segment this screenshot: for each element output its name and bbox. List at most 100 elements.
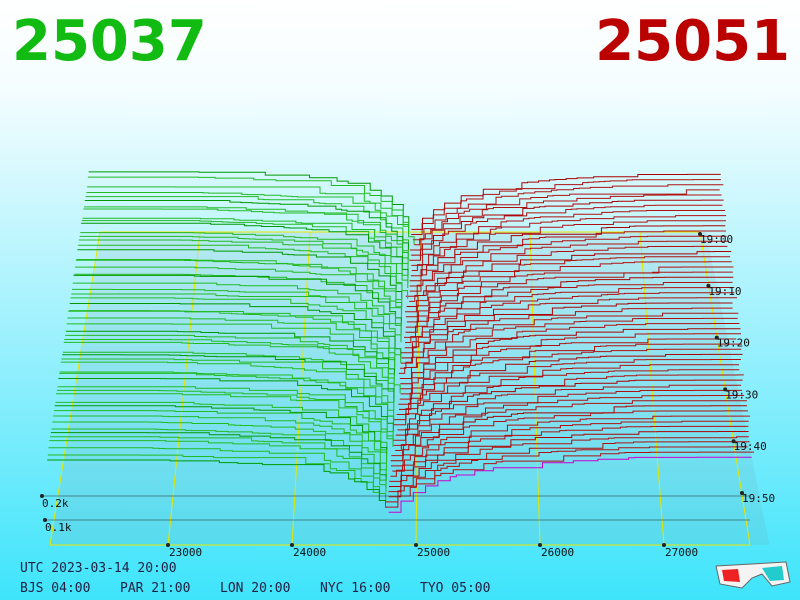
- ask-depth-line: [400, 307, 733, 364]
- depth-label: 0.1k: [45, 521, 72, 534]
- ask-depth-line: [385, 446, 748, 503]
- ask-depth-line: [411, 210, 725, 266]
- ask-depth-line: [405, 240, 730, 297]
- floor-grid-line: [167, 231, 201, 546]
- ask-depth-line: [410, 220, 726, 277]
- bid-depth-line: [47, 459, 386, 508]
- bid-depth-line: [78, 244, 409, 299]
- bid-depth-line: [78, 239, 403, 291]
- ask-depth-line: [396, 359, 741, 415]
- price-label: 24000: [293, 546, 326, 559]
- bid-depth-line: [84, 200, 409, 251]
- ask-depth-line: [409, 245, 728, 302]
- bid-depth-line: [52, 421, 387, 471]
- bid-depth-line: [81, 222, 409, 278]
- bid-depth-line: [55, 401, 388, 450]
- time-tick: [740, 491, 744, 495]
- bid-depth-line: [83, 208, 409, 261]
- bid-depth-line: [51, 428, 387, 478]
- ask-depth-line: [409, 230, 726, 287]
- bid-depth-line: [67, 317, 396, 368]
- ask-depth-line: [395, 379, 743, 436]
- ask-depth-line: [400, 338, 737, 395]
- ask-depth-line: [404, 292, 735, 349]
- 3d-glasses-icon[interactable]: [715, 561, 791, 589]
- bid-depth-line: [56, 389, 394, 445]
- ask-depth-line: [411, 199, 724, 256]
- price-label: 27000: [665, 546, 698, 559]
- time-tick: [698, 232, 702, 236]
- bid-depth-line: [47, 454, 380, 499]
- price-tick: [166, 543, 170, 547]
- bid-depth-line: [72, 288, 402, 337]
- ask-depth-line: [411, 215, 727, 271]
- time-label: 19:10: [708, 285, 741, 298]
- bid-depth-line: [50, 436, 387, 488]
- bid-depth-line: [87, 176, 410, 231]
- bid-depth-line: [61, 358, 395, 411]
- time-label: 19:50: [742, 492, 775, 505]
- axis-labels: 23000 24000 25000 26000 27000 19:00 19:10 19:20…: [40, 232, 775, 559]
- zone-time: TYO 05:00: [420, 581, 490, 596]
- ask-depth-line: [405, 256, 731, 313]
- price-tick: [290, 543, 294, 547]
- bid-depth-line: [58, 378, 394, 432]
- ask-depth-line: [405, 276, 734, 333]
- bid-depth-line: [70, 297, 396, 345]
- ask-depth-line: [399, 353, 743, 410]
- ask-depth-line: [388, 441, 750, 498]
- ask-depth-line: [409, 194, 722, 251]
- bid-depth-line: [75, 266, 402, 314]
- bid-depth-line: [77, 249, 403, 299]
- bid-depth-line: [88, 171, 410, 225]
- bid-depth-line: [65, 330, 395, 376]
- ask-depth-line: [405, 287, 735, 343]
- ask-depth-line: [391, 400, 747, 457]
- ask-depth-line: [414, 189, 720, 246]
- bid-depth-line: [69, 310, 402, 363]
- ask-depth-line: [393, 384, 742, 441]
- zone-time: LON 20:00: [220, 581, 290, 596]
- ask-depth-line: [401, 302, 733, 359]
- bid-depth-line: [87, 186, 410, 234]
- ask-depth-line: [409, 204, 723, 261]
- bid-depth-line: [54, 405, 388, 456]
- floor-grid-line: [291, 231, 311, 546]
- ask-depth-line: [404, 281, 733, 338]
- ask-depth-line: [406, 266, 734, 323]
- floor-grid-line: [529, 231, 541, 546]
- ask-depth-line: [398, 348, 742, 405]
- bid-depth-line: [69, 303, 402, 357]
- bid-depth-line: [79, 235, 409, 288]
- bid-depth-line: [57, 386, 394, 440]
- price-label: 25000: [417, 546, 450, 559]
- depth-surface: [47, 171, 755, 513]
- bid-depth-line: [80, 232, 409, 284]
- bid-depth-line: [62, 351, 395, 399]
- price-tick: [538, 543, 542, 547]
- bid-depth-line: [53, 415, 387, 463]
- floor-grid-line: [639, 231, 665, 546]
- price-label: 26000: [541, 546, 574, 559]
- zone-time: PAR 21:00: [120, 581, 190, 596]
- ask-depth-line: [388, 456, 752, 513]
- ask-depth-line: [406, 251, 732, 307]
- ask-depth-line: [400, 297, 737, 354]
- time-tick: [714, 335, 719, 340]
- time-label: 19:30: [725, 388, 758, 401]
- bid-depth-line: [82, 217, 409, 265]
- bid-depth-line: [75, 259, 403, 311]
- bid-depth-line: [59, 372, 394, 424]
- bid-depth-line: [53, 410, 388, 460]
- bid-price: 25037: [12, 9, 207, 74]
- ask-depth-line: [385, 451, 755, 508]
- ask-depth-line: [388, 436, 749, 493]
- ask-depth-line: [405, 261, 732, 318]
- bid-depth-line: [66, 323, 396, 371]
- ask-depth-line: [390, 405, 747, 462]
- time-tick: [723, 387, 728, 392]
- bid-depth-line: [73, 274, 402, 326]
- floor-edge: [49, 231, 101, 546]
- ask-depth-line: [409, 225, 726, 282]
- ask-depth-line: [390, 420, 749, 477]
